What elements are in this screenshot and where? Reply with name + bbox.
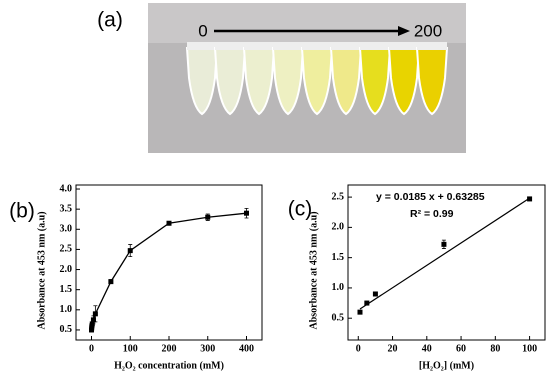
y-tick-label: 1.0 — [60, 304, 73, 315]
data-point — [372, 291, 378, 297]
annotation: R² = 0.99 — [410, 208, 454, 220]
end-label: 200 — [414, 21, 442, 40]
arrow-head — [398, 26, 410, 36]
x-tick-label: 80 — [490, 343, 500, 354]
y-tick-label: 3.0 — [60, 224, 73, 235]
y-tick-label: 0.5 — [332, 313, 345, 324]
x-tick-label: 0 — [89, 343, 94, 354]
panel-label: (c) — [288, 198, 313, 221]
x-axis-title: H₂O₂ concentration (mM) — [114, 360, 224, 371]
photo: 0 200 — [148, 3, 466, 153]
panel-label: (b) — [9, 200, 35, 223]
plot-frame — [347, 184, 546, 341]
y-tick-label: 2.5 — [332, 191, 345, 202]
data-point — [364, 300, 370, 306]
y-tick-label: 2.0 — [60, 264, 73, 275]
data-point — [357, 309, 363, 315]
x-tick-label: 200 — [162, 343, 177, 354]
plot-frame — [75, 184, 263, 341]
x-tick-label: 300 — [200, 343, 215, 354]
data-point — [90, 317, 96, 323]
y-tick-label: 4.0 — [60, 183, 73, 194]
data-point — [244, 210, 249, 216]
data-point — [205, 214, 211, 220]
photo-wall — [148, 3, 466, 43]
x-tick-label: 100 — [522, 343, 537, 354]
data-line — [90, 212, 247, 330]
x-tick-label: 40 — [422, 343, 432, 354]
x-tick-label: 100 — [123, 343, 138, 354]
panel-label: (a) — [97, 9, 123, 32]
y-tick-label: 1.5 — [332, 252, 345, 263]
y-tick-label: 1.0 — [332, 282, 345, 293]
fit-line — [359, 197, 530, 310]
data-point — [108, 279, 114, 285]
y-tick-label: 1.5 — [60, 284, 73, 295]
annotation: y = 0.0185 x + 0.63285 — [376, 191, 485, 203]
data-point — [92, 311, 98, 317]
data-point — [441, 241, 447, 247]
y-tick-label: 2.0 — [332, 222, 345, 233]
data-point — [527, 196, 533, 202]
data-point — [166, 220, 172, 226]
y-axis-title: Absorbance at 453 nm (a.u) — [308, 211, 319, 329]
x-tick-label: 0 — [356, 343, 361, 354]
x-tick-label: 20 — [388, 343, 398, 354]
y-axis-title: Absorbance at 453 nm (a.u) — [36, 211, 47, 329]
data-point — [127, 248, 133, 254]
x-tick-label: 400 — [239, 343, 254, 354]
tubes — [185, 42, 449, 116]
y-tick-label: 3.5 — [60, 203, 73, 214]
start-label: 0 — [198, 21, 207, 40]
x-tick-label: 60 — [456, 343, 466, 354]
y-tick-label: 2.5 — [60, 244, 73, 255]
y-tick-label: 0.5 — [60, 324, 73, 335]
x-axis-title: [H₂O₂] (mM) — [419, 360, 474, 371]
